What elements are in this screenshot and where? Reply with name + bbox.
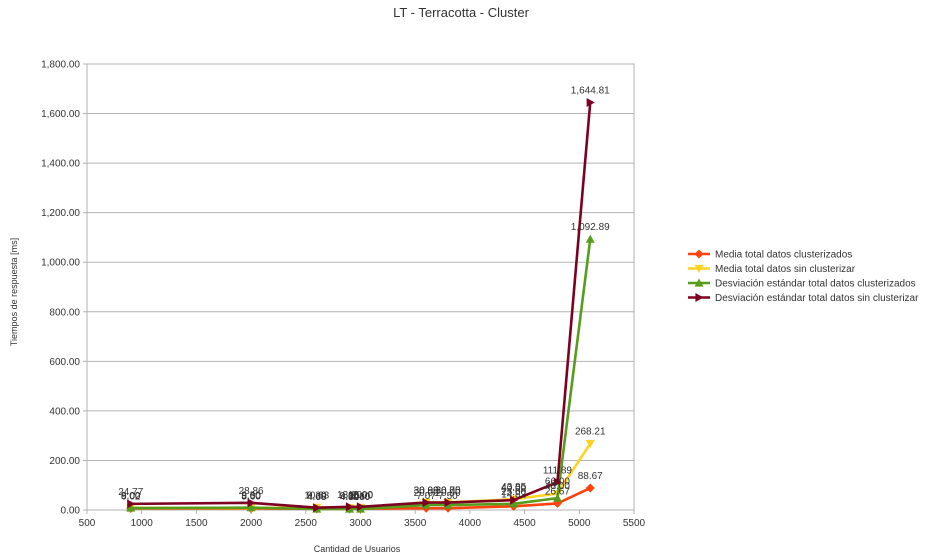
y-tick-label: 800.00 <box>49 307 80 318</box>
triangle-right-marker <box>345 502 355 512</box>
diamond-marker <box>585 483 595 493</box>
triangle-right-marker <box>247 498 256 508</box>
y-tick-label: 400.00 <box>49 406 80 417</box>
y-tick-label: 1,800.00 <box>41 60 80 71</box>
y-tick-label: 600.00 <box>49 357 80 368</box>
triangle-right-marker <box>313 503 322 513</box>
x-tick-label: 5000 <box>568 518 591 529</box>
data-label: 4.50 <box>340 492 360 503</box>
data-label: 30.75 <box>436 485 461 496</box>
data-label: 4.68 <box>307 492 327 503</box>
chart-title: LT - Terracotta - Cluster <box>393 5 529 20</box>
data-label: 26.67 <box>545 486 570 497</box>
data-label: 4.00 <box>351 492 371 503</box>
y-tick-label: 1,000.00 <box>41 258 80 269</box>
data-label: 30.00 <box>414 486 439 497</box>
data-label: 48.00 <box>545 481 570 492</box>
y-tick-label: 200.00 <box>49 456 80 467</box>
x-tick-label: 500 <box>79 518 96 529</box>
data-label: 66.00 <box>545 477 570 488</box>
triangle-up-marker <box>694 278 704 287</box>
x-tick-label: 2500 <box>295 518 318 529</box>
data-label: 4.00 <box>340 492 360 503</box>
axes: 0.00 200.00 400.00 600.00 800.00 1,000.00 1,20… <box>41 60 645 530</box>
triangle-right-marker <box>510 495 519 505</box>
plot-frame <box>86 63 635 511</box>
data-label: 4.00 <box>307 492 327 503</box>
data-label: 5.10 <box>351 492 371 503</box>
x-tick-label: 1500 <box>185 518 208 529</box>
data-label: 7.50 <box>438 491 458 502</box>
data-label: 24.77 <box>118 487 143 498</box>
data-label: 9.50 <box>241 491 261 502</box>
triangle-right-marker <box>553 477 562 487</box>
data-labels: 6.02 5.60 4.68 4.505.10 7.07 7.50 14.82 26.67 88… <box>118 85 610 503</box>
triangle-up-marker <box>126 503 136 512</box>
x-axis-label: Cantidad de Usuarios <box>314 544 401 554</box>
triangle-right-marker <box>422 498 431 508</box>
x-tick-label: 4500 <box>513 518 536 529</box>
x-tick-label: 5500 <box>623 518 646 529</box>
x-tick-label: 3000 <box>349 518 372 529</box>
legend-label: Desviación estándar total datos clusteri… <box>715 279 916 290</box>
legend-label: Media total datos clusterizados <box>715 250 852 261</box>
data-label: 7.07 <box>416 491 436 502</box>
gridlines <box>87 63 634 511</box>
legend: Media total datos clusterizados Media tot… <box>688 249 919 304</box>
data-label: 1,092.89 <box>571 222 610 233</box>
data-label: 43.85 <box>501 482 526 493</box>
triangle-down-marker <box>694 264 704 273</box>
triangle-right-marker <box>586 97 595 107</box>
y-axis-label: Tiempos de respuesta [ms] <box>9 238 19 346</box>
data-label: 88.67 <box>578 471 603 482</box>
data-label: 14.82 <box>501 489 526 500</box>
data-label: 10.00 <box>348 491 373 502</box>
y-tick-label: 1,400.00 <box>41 159 80 170</box>
triangle-right-marker <box>127 499 136 509</box>
data-label: 40.00 <box>501 483 526 494</box>
y-tick-label: 1,200.00 <box>41 208 80 219</box>
data-label: 9.00 <box>121 491 141 502</box>
data-label: 30.99 <box>414 485 439 496</box>
x-tick-label: 3500 <box>404 518 427 529</box>
y-tick-label: 1,600.00 <box>41 109 80 120</box>
triangle-down-marker <box>585 439 595 449</box>
x-tick-label: 1000 <box>131 518 154 529</box>
triangle-up-marker <box>585 234 595 243</box>
y-tick-label: 0.00 <box>61 506 81 517</box>
data-label: 8.00 <box>121 491 141 502</box>
data-label: 20.00 <box>436 488 461 499</box>
data-label: 13.00 <box>337 490 362 501</box>
triangle-right-marker <box>356 502 365 512</box>
legend-label: Media total datos sin clusterizar <box>715 264 856 275</box>
x-tick-label: 2000 <box>240 518 263 529</box>
triangle-up-marker <box>509 499 519 508</box>
legend-label: Desviación estándar total datos sin clus… <box>715 293 919 304</box>
data-label: 5.60 <box>241 492 261 503</box>
triangle-right-marker <box>695 293 704 302</box>
data-label: 20.00 <box>414 488 439 499</box>
x-tick-label: 4000 <box>459 518 482 529</box>
triangle-up-marker <box>552 493 562 502</box>
data-label: 6.02 <box>121 492 141 503</box>
series-layer <box>126 97 595 514</box>
triangle-right-marker <box>444 498 453 508</box>
data-label: 13.00 <box>348 490 373 501</box>
data-label: 25.00 <box>501 487 526 498</box>
data-label: 268.21 <box>575 427 606 438</box>
data-label: 1,644.81 <box>571 85 610 96</box>
data-label: 30.00 <box>436 486 461 497</box>
data-label: 10.63 <box>304 490 329 501</box>
diamond-marker <box>694 249 704 259</box>
data-label: 9.00 <box>340 491 360 502</box>
data-label: 28.86 <box>239 486 264 497</box>
data-label: 111.89 <box>543 465 573 476</box>
series-line <box>130 102 592 509</box>
data-label: 9.30 <box>307 491 327 502</box>
triangle-up-marker <box>246 503 256 512</box>
data-label: 8.00 <box>241 491 261 502</box>
series-line <box>130 239 592 511</box>
